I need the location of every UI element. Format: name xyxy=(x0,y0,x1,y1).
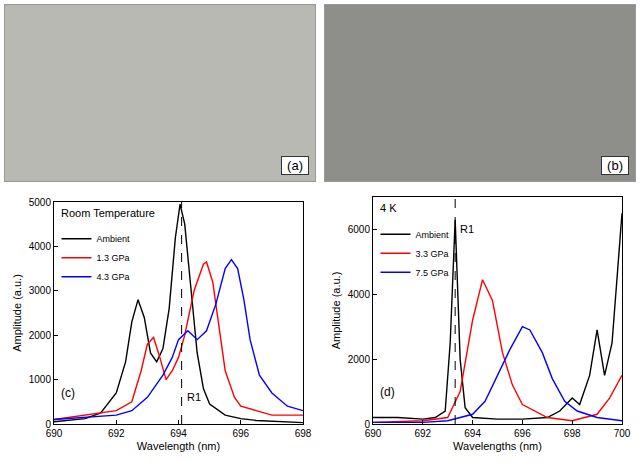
svg-text:Wavelength (nm): Wavelength (nm) xyxy=(137,440,220,452)
svg-text:4 K: 4 K xyxy=(380,202,397,214)
svg-text:5000: 5000 xyxy=(29,197,52,208)
svg-text:Wavelengths (nm): Wavelengths (nm) xyxy=(453,440,542,452)
svg-text:(c): (c) xyxy=(61,386,75,400)
svg-text:R1: R1 xyxy=(460,223,474,235)
html-text:(a): (a) xyxy=(287,158,303,173)
svg-text:694: 694 xyxy=(170,428,187,439)
svg-text:1000: 1000 xyxy=(29,374,52,385)
svg-text:Room Temperature: Room Temperature xyxy=(61,207,155,219)
svg-text:698: 698 xyxy=(295,428,312,439)
svg-text:Ambient: Ambient xyxy=(415,230,449,240)
svg-text:6000: 6000 xyxy=(348,224,371,235)
svg-text:698: 698 xyxy=(564,428,581,439)
svg-text:2000: 2000 xyxy=(348,354,371,365)
svg-text:4000: 4000 xyxy=(348,289,371,300)
svg-text:696: 696 xyxy=(232,428,249,439)
svg-text:690: 690 xyxy=(46,428,63,439)
svg-text:7.5 GPa: 7.5 GPa xyxy=(415,268,448,278)
svg-text:3000: 3000 xyxy=(29,285,52,296)
svg-text:2000: 2000 xyxy=(29,330,52,341)
svg-text:0: 0 xyxy=(364,419,370,430)
svg-text:4000: 4000 xyxy=(29,241,52,252)
svg-text:692: 692 xyxy=(108,428,125,439)
svg-text:3.3 GPa: 3.3 GPa xyxy=(415,249,448,259)
svg-text:1.3 GPa: 1.3 GPa xyxy=(96,253,129,263)
svg-text:0: 0 xyxy=(45,419,51,430)
html-text:(b): (b) xyxy=(607,158,623,173)
svg-text:R1: R1 xyxy=(187,391,201,403)
svg-text:694: 694 xyxy=(464,428,481,439)
svg-text:692: 692 xyxy=(414,428,431,439)
svg-text:4.3 GPa: 4.3 GPa xyxy=(96,272,129,282)
svg-text:700: 700 xyxy=(614,428,631,439)
svg-text:Amplitude (a.u.): Amplitude (a.u.) xyxy=(11,274,23,352)
svg-text:690: 690 xyxy=(365,428,382,439)
svg-text:Amplitude (a.u.): Amplitude (a.u.) xyxy=(330,272,342,350)
svg-text:Ambient: Ambient xyxy=(96,234,130,244)
svg-text:(d): (d) xyxy=(380,385,395,399)
svg-text:696: 696 xyxy=(514,428,531,439)
